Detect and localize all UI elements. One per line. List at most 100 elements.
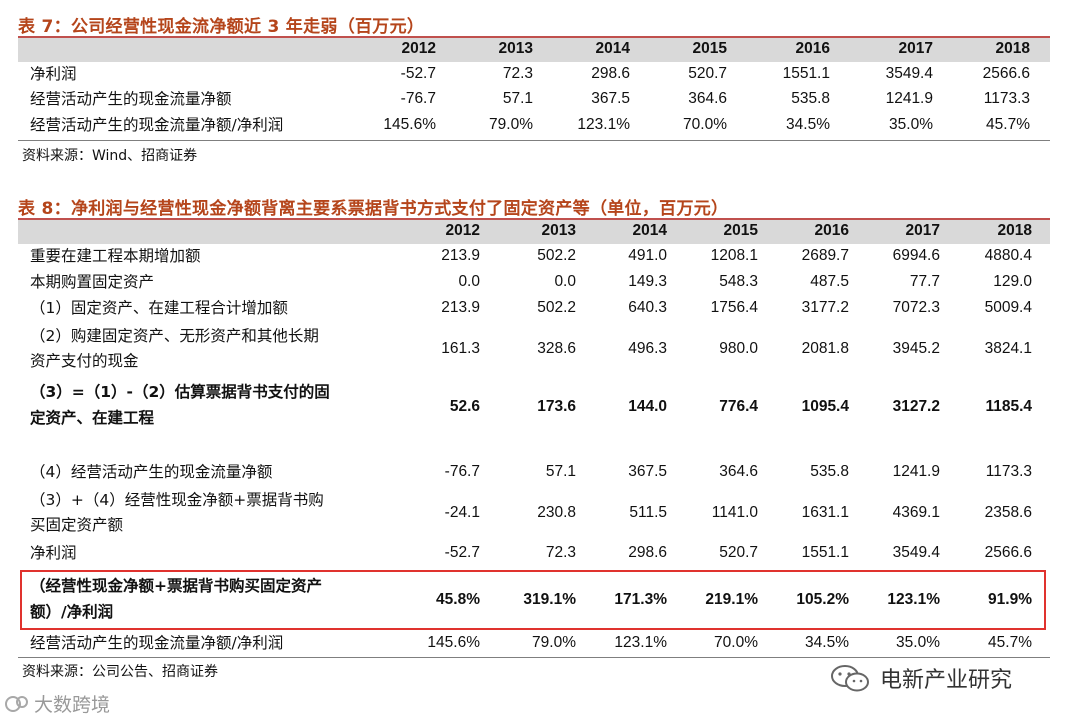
table7-year-2013: 2013 <box>498 40 533 57</box>
cell: 3177.2 <box>801 299 849 316</box>
cell: 70.0% <box>683 116 727 133</box>
table7-bottom-rule <box>18 140 1050 141</box>
cell: 5009.4 <box>984 299 1032 316</box>
table7-year-2018: 2018 <box>995 40 1030 57</box>
cell: 4369.1 <box>892 504 940 521</box>
cell: 145.6% <box>383 116 436 133</box>
cell: 219.1% <box>705 591 758 608</box>
cell: 502.2 <box>537 247 576 264</box>
cell: -24.1 <box>444 504 480 521</box>
table7-header-row: 2012 2013 2014 2015 2016 2017 2018 <box>18 38 1050 62</box>
table8-year-2018: 2018 <box>997 222 1032 239</box>
cell: 3127.2 <box>892 398 940 415</box>
wechat-icon <box>831 665 869 692</box>
table-row: （2）购建固定资产、无形资产和其他长期 资产支付的现金 161.3 328.6 … <box>18 324 1050 376</box>
cell: 149.3 <box>628 273 667 290</box>
table8-year-2014: 2014 <box>632 222 667 239</box>
logo-icon <box>5 695 28 712</box>
table8-year-2013: 2013 <box>541 222 576 239</box>
cell: 79.0% <box>532 634 576 651</box>
cell: 123.1% <box>577 116 630 133</box>
cell: -52.7 <box>444 544 480 561</box>
cell: 520.7 <box>688 65 727 82</box>
cell: 72.3 <box>545 544 576 561</box>
table7-year-2014: 2014 <box>595 40 630 57</box>
cell: 980.0 <box>719 340 758 357</box>
cell: 35.0% <box>889 116 933 133</box>
cell: 1141.0 <box>711 504 758 521</box>
cell: 3945.2 <box>892 340 940 357</box>
cell: 502.2 <box>537 299 576 316</box>
cell: 319.1% <box>523 591 576 608</box>
row-label-line2: 定资产、在建工程 <box>30 409 155 427</box>
cell: 57.1 <box>502 90 533 107</box>
cell: 640.3 <box>628 299 667 316</box>
cell: 487.5 <box>810 273 849 290</box>
table8-top-rule <box>18 218 1050 220</box>
cell: 57.1 <box>545 463 576 480</box>
table7-year-2012: 2012 <box>401 40 436 57</box>
cell: 1095.4 <box>801 398 849 415</box>
cell: 548.3 <box>719 273 758 290</box>
cell: 45.7% <box>988 634 1032 651</box>
cell: 0.0 <box>458 273 480 290</box>
cell: 161.3 <box>441 340 480 357</box>
watermark-text-right: 电新产业研究 <box>880 668 1013 693</box>
cell: 45.7% <box>986 116 1030 133</box>
cell: 535.8 <box>791 90 830 107</box>
cell: 173.6 <box>537 398 576 415</box>
table-row: （1）固定资产、在建工程合计增加额 213.9 502.2 640.3 1756… <box>18 296 1050 321</box>
cell: 79.0% <box>489 116 533 133</box>
cell: 1173.3 <box>985 463 1032 480</box>
table7-year-2017: 2017 <box>898 40 933 57</box>
row-label-line1: （经营性现金净额+票据背书购买固定资产 <box>30 577 322 595</box>
cell: 72.3 <box>502 65 533 82</box>
cell: 105.2% <box>796 591 849 608</box>
cell: 1241.9 <box>885 90 933 107</box>
cell: 2566.6 <box>982 65 1030 82</box>
cell: 230.8 <box>537 504 576 521</box>
cell: 367.5 <box>628 463 667 480</box>
cell: 145.6% <box>427 634 480 651</box>
table7-year-2016: 2016 <box>795 40 830 57</box>
table-row: 本期购置固定资产 0.0 0.0 149.3 548.3 487.5 77.7 … <box>18 270 1050 295</box>
cell: 520.7 <box>719 544 758 561</box>
cell: 144.0 <box>628 398 667 415</box>
table-row: 净利润 -52.7 72.3 298.6 520.7 1551.1 3549.4… <box>18 541 1050 566</box>
table8-header-row: 2012 2013 2014 2015 2016 2017 2018 <box>18 220 1050 244</box>
table-row: 净利润 -52.7 72.3 298.6 520.7 1551.1 3549.4… <box>18 62 1050 87</box>
cell: 496.3 <box>628 340 667 357</box>
table7-top-rule <box>18 36 1050 38</box>
table-row: （4）经营活动产生的现金流量净额 -76.7 57.1 367.5 364.6 … <box>18 460 1050 485</box>
cell: 298.6 <box>628 544 667 561</box>
cell: 213.9 <box>441 247 480 264</box>
table8-title: 表 8：净利润与经营性现金净额背离主要系票据背书方式支付了固定资产等（单位，百万… <box>18 199 729 219</box>
cell: 298.6 <box>591 65 630 82</box>
cell: 4880.4 <box>984 247 1032 264</box>
cell: -76.7 <box>444 463 480 480</box>
cell: 34.5% <box>786 116 830 133</box>
cell: 535.8 <box>810 463 849 480</box>
cell: 213.9 <box>441 299 480 316</box>
cell: 171.3% <box>614 591 667 608</box>
cell: 776.4 <box>719 398 758 415</box>
row-label-line1: （2）购建固定资产、无形资产和其他长期 <box>30 327 319 345</box>
table-row: 经营活动产生的现金流量净额/净利润 145.6% 79.0% 123.1% 70… <box>18 113 1050 138</box>
logo-watermark: 大数跨境 <box>4 690 110 717</box>
row-label-line1: （3）=（1）-（2）估算票据背书支付的固 <box>30 383 330 401</box>
cell: 34.5% <box>805 634 849 651</box>
cell: 0.0 <box>554 273 576 290</box>
table8-year-2017: 2017 <box>905 222 940 239</box>
row-label: 净利润 <box>30 65 77 83</box>
cell: 129.0 <box>993 273 1032 290</box>
row-label-line2: 买固定资产额 <box>30 516 124 534</box>
table8-year-2012: 2012 <box>445 222 480 239</box>
cell: 77.7 <box>909 273 940 290</box>
table-row: 重要在建工程本期增加额 213.9 502.2 491.0 1208.1 268… <box>18 244 1050 269</box>
row-label: 本期购置固定资产 <box>30 273 155 291</box>
cell: 3549.4 <box>885 65 933 82</box>
cell: 52.6 <box>449 398 480 415</box>
cell: 70.0% <box>714 634 758 651</box>
row-label: 经营活动产生的现金流量净额/净利润 <box>30 116 284 134</box>
cell: -76.7 <box>400 90 436 107</box>
